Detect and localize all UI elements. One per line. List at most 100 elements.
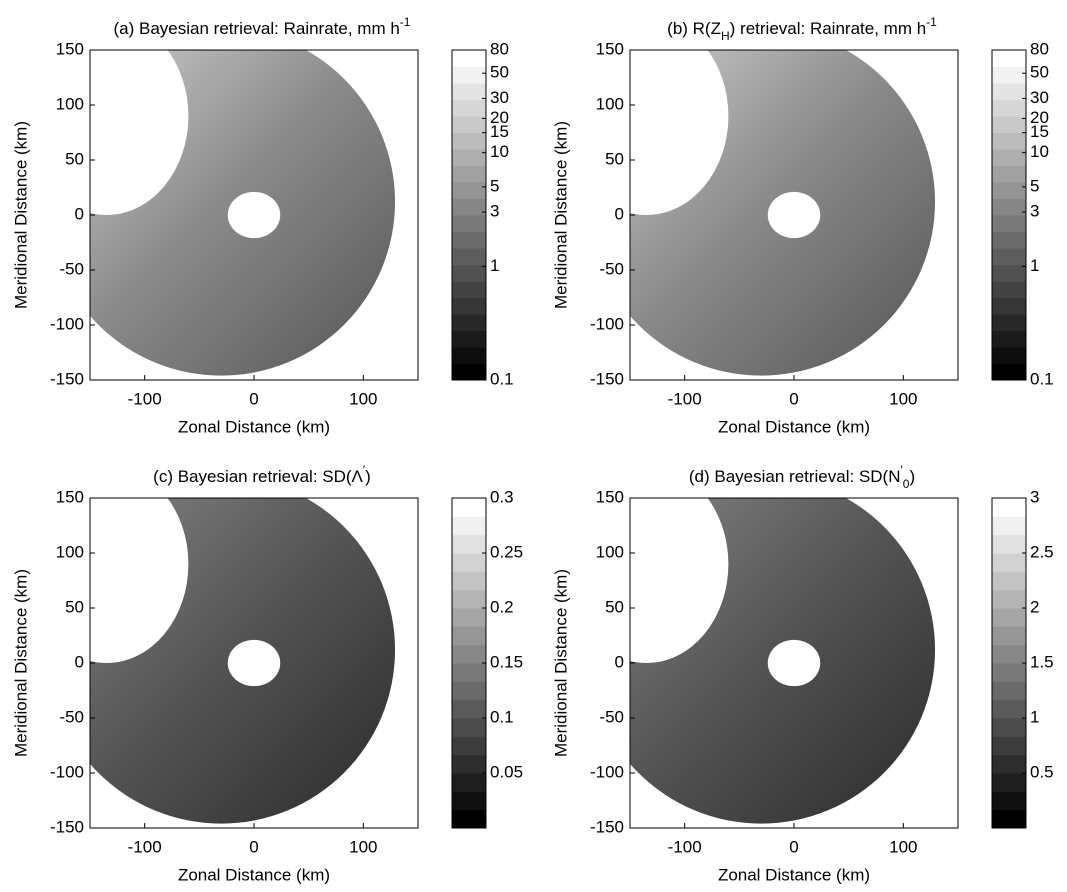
title-part: -1 bbox=[926, 15, 937, 29]
colorbar-frame bbox=[991, 49, 1027, 381]
x-tick-label: 0 bbox=[249, 837, 258, 856]
colorbar-band bbox=[452, 165, 486, 183]
colorbar-band bbox=[992, 681, 1026, 701]
chart-title: (b) R(ZH) retrieval: Rainrate, mm h-1 bbox=[667, 15, 937, 43]
y-tick-label: -150 bbox=[590, 817, 624, 836]
colorbar-band bbox=[452, 149, 486, 166]
y-tick-label: 50 bbox=[605, 597, 624, 616]
colorbar-tick-label: 2 bbox=[1030, 597, 1039, 616]
y-axis-label: Meridional Distance (km) bbox=[551, 121, 570, 309]
colorbar-tick-label: 1 bbox=[1030, 256, 1039, 275]
radar-field bbox=[90, 50, 395, 376]
colorbar-tick-label: 15 bbox=[1030, 122, 1049, 141]
y-tick-label: 50 bbox=[65, 597, 84, 616]
colorbar-band bbox=[992, 248, 1026, 265]
x-axis-label: Zonal Distance (km) bbox=[178, 417, 330, 436]
colorbar-tick-label: 3 bbox=[1030, 202, 1039, 221]
y-tick-label: -150 bbox=[590, 369, 624, 388]
colorbar-band bbox=[992, 149, 1026, 166]
colorbar-tick-label: 0.5 bbox=[1030, 762, 1054, 781]
colorbar-tick-label: 0.25 bbox=[490, 542, 523, 561]
heavy-rain-core bbox=[767, 639, 821, 687]
colorbar-tick-label: 10 bbox=[490, 142, 509, 161]
colorbar-band bbox=[992, 571, 1026, 591]
colorbar-band bbox=[452, 736, 486, 756]
colorbar-tick-label: 10 bbox=[1030, 142, 1049, 161]
x-axis-label: Zonal Distance (km) bbox=[178, 865, 330, 884]
x-tick-label: 100 bbox=[349, 837, 377, 856]
colorbar-band bbox=[992, 297, 1026, 315]
radar-field bbox=[630, 50, 935, 376]
colorbar-band bbox=[992, 165, 1026, 183]
colorbar-tick-label: 0.3 bbox=[490, 487, 514, 506]
colorbar-band bbox=[452, 699, 486, 719]
colorbar-band bbox=[452, 516, 486, 536]
colorbar-band bbox=[452, 498, 486, 517]
colorbar-band bbox=[452, 83, 486, 100]
colorbar-band bbox=[992, 182, 1026, 199]
colorbar-band bbox=[992, 534, 1026, 554]
colorbar-band bbox=[452, 553, 486, 572]
colorbar-band bbox=[452, 644, 486, 664]
colorbar-band bbox=[992, 699, 1026, 719]
colorbar-band bbox=[452, 182, 486, 199]
title-part: ) bbox=[365, 467, 371, 486]
colorbar-band bbox=[992, 809, 1026, 829]
colorbar-band bbox=[992, 281, 1026, 298]
colorbar-band bbox=[992, 498, 1026, 517]
y-tick-label: 0 bbox=[75, 204, 84, 223]
colorbar-band bbox=[452, 809, 486, 829]
colorbar-tick-label: 0.1 bbox=[1030, 369, 1054, 388]
y-tick-label: 50 bbox=[65, 149, 84, 168]
colorbar-tick-label: 0.05 bbox=[490, 762, 523, 781]
colorbar-band bbox=[992, 363, 1026, 381]
colorbar-tick-label: 0.1 bbox=[490, 707, 514, 726]
radar-field bbox=[630, 498, 935, 824]
x-tick-label: -100 bbox=[128, 389, 162, 408]
colorbar-band bbox=[452, 281, 486, 298]
colorbar-tick-label: 2.5 bbox=[1030, 542, 1054, 561]
colorbar-band bbox=[992, 198, 1026, 216]
colorbar-band bbox=[992, 99, 1026, 117]
colorbar-band bbox=[452, 363, 486, 381]
colorbar-band bbox=[452, 608, 486, 627]
colorbar-tick-label: 0.2 bbox=[490, 597, 514, 616]
y-axis-label: Meridional Distance (km) bbox=[11, 121, 30, 309]
colorbar-band bbox=[452, 66, 486, 84]
colorbar-tick-label: 1 bbox=[1030, 707, 1039, 726]
colorbar-band bbox=[992, 718, 1026, 737]
colorbar-band bbox=[992, 773, 1026, 792]
x-tick-label: 0 bbox=[249, 389, 258, 408]
colorbar-band bbox=[992, 754, 1026, 774]
colorbar-band bbox=[452, 99, 486, 117]
colorbar-band bbox=[992, 116, 1026, 133]
colorbar-band bbox=[452, 215, 486, 232]
colorbar-band bbox=[452, 50, 486, 67]
title-part: ′ bbox=[901, 463, 904, 477]
colorbar-band bbox=[452, 347, 486, 364]
colorbar-band bbox=[452, 231, 486, 249]
title-part: -1 bbox=[400, 15, 411, 29]
colorbar-band bbox=[992, 264, 1026, 282]
colorbar-band bbox=[452, 773, 486, 792]
x-tick-label: 0 bbox=[789, 389, 798, 408]
y-tick-label: -50 bbox=[599, 259, 624, 278]
colorbar-band bbox=[992, 347, 1026, 364]
y-tick-label: -100 bbox=[50, 314, 84, 333]
colorbar-band bbox=[992, 791, 1026, 811]
colorbar-tick-label: 50 bbox=[490, 63, 509, 82]
colorbar-tick-label: 50 bbox=[1030, 63, 1049, 82]
y-tick-label: 100 bbox=[596, 94, 624, 113]
colorbar-tick-label: 20 bbox=[1030, 108, 1049, 127]
colorbar-band bbox=[452, 198, 486, 216]
no-echo-region bbox=[90, 498, 189, 663]
y-tick-label: -150 bbox=[50, 369, 84, 388]
no-echo-region bbox=[90, 50, 189, 215]
x-tick-label: 100 bbox=[889, 837, 917, 856]
colorbar-band bbox=[452, 297, 486, 315]
y-tick-label: 150 bbox=[56, 39, 84, 58]
colorbar-band bbox=[992, 736, 1026, 756]
